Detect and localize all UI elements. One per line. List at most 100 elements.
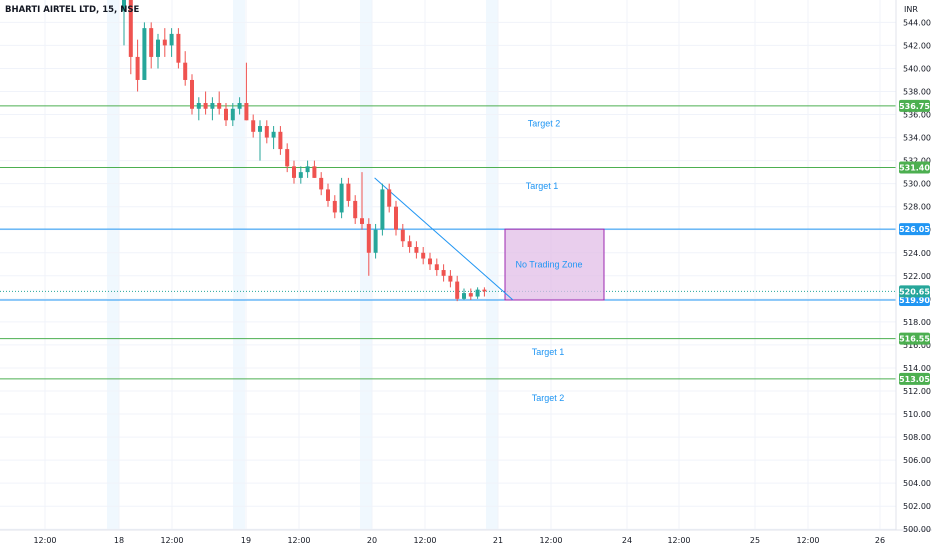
candle-body[interactable] — [298, 172, 303, 178]
candle-body[interactable] — [482, 289, 487, 292]
candle-body[interactable] — [244, 103, 249, 121]
annotation-label: Target 2 — [528, 119, 561, 129]
candle-body[interactable] — [312, 166, 317, 178]
price-tick-label: 540.00 — [903, 64, 931, 73]
price-tick-label: 500.00 — [903, 525, 931, 534]
candle-body[interactable] — [448, 275, 453, 282]
candles — [122, 0, 487, 302]
candle-body[interactable] — [176, 33, 181, 63]
candle-body[interactable] — [428, 258, 432, 265]
time-tick-label: 18 — [114, 536, 124, 545]
candle-body[interactable] — [380, 189, 385, 230]
price-tick-label: 534.00 — [903, 134, 931, 143]
candle-body[interactable] — [360, 218, 364, 224]
candle-body[interactable] — [230, 108, 235, 121]
candle-body[interactable] — [462, 293, 466, 299]
candle-body[interactable] — [285, 149, 290, 167]
candle-body[interactable] — [135, 56, 140, 80]
candle-body[interactable] — [400, 229, 405, 242]
no-trading-zone-box[interactable] — [504, 228, 605, 301]
candle-body[interactable] — [190, 79, 194, 109]
candle-body[interactable] — [407, 241, 412, 248]
candle-body[interactable] — [224, 108, 228, 121]
candle-body[interactable] — [162, 39, 167, 46]
candle-body[interactable] — [264, 126, 269, 138]
candle-body[interactable] — [196, 103, 201, 109]
candle-body[interactable] — [434, 264, 439, 271]
trend-line[interactable] — [374, 177, 514, 301]
horizontal-levels — [0, 105, 896, 380]
time-tick-label: 26 — [875, 536, 885, 545]
price-badge-label: 531.40 — [899, 164, 930, 173]
price-badge — [899, 223, 930, 236]
candle-body[interactable] — [251, 120, 256, 132]
candle-body[interactable] — [169, 33, 174, 46]
price-tick-label: 542.00 — [903, 41, 931, 50]
price-tick-label: 522.00 — [903, 272, 931, 281]
candle-body[interactable] — [339, 183, 344, 213]
time-tick-label: 21 — [493, 536, 503, 545]
candle-body[interactable] — [414, 247, 419, 253]
annotation-label: Target 1 — [526, 181, 559, 191]
price-badge — [899, 285, 930, 298]
candle-body[interactable] — [271, 131, 276, 138]
candle-body[interactable] — [441, 270, 446, 276]
candle-body[interactable] — [183, 62, 188, 80]
price-tick-label: 532.00 — [903, 157, 931, 166]
price-tick-label: 506.00 — [903, 456, 931, 465]
price-badge — [899, 332, 930, 345]
candle-body[interactable] — [203, 103, 208, 109]
annotation-label: Target 2 — [532, 393, 565, 403]
candle-body[interactable] — [366, 223, 371, 253]
candle-body[interactable] — [326, 189, 330, 201]
candle-body[interactable] — [475, 289, 480, 297]
price-tick-label: 502.00 — [903, 502, 931, 511]
price-badge-label: 526.05 — [899, 225, 930, 234]
candle-body[interactable] — [353, 200, 358, 219]
candle-body[interactable] — [122, 0, 126, 11]
time-tick-label: 24 — [622, 536, 632, 545]
symbol-title: BHARTI AIRTEL LTD, 15, NSE — [5, 5, 140, 15]
candle-body[interactable] — [455, 281, 460, 299]
price-tick-label: 538.00 — [903, 87, 931, 96]
candle-body[interactable] — [394, 206, 398, 230]
session-band — [486, 0, 498, 530]
currency-label: INR — [904, 5, 918, 14]
candle-body[interactable] — [332, 200, 337, 213]
price-badge — [899, 161, 930, 174]
candle-body[interactable] — [217, 103, 222, 109]
price-badges: 536.75 531.40 526.05 519.90 516.55 513.05 520.… — [899, 99, 930, 385]
candle-body[interactable] — [421, 252, 426, 259]
time-tick-label: 12:00 — [287, 536, 310, 545]
session-band — [107, 0, 119, 530]
annotation-label: Target 1 — [532, 347, 565, 357]
candle-body[interactable] — [468, 293, 473, 297]
price-tick-label: 530.00 — [903, 180, 931, 189]
candle-body[interactable] — [387, 189, 392, 207]
price-badge-label: 536.75 — [899, 102, 930, 111]
candle-body[interactable] — [237, 103, 242, 109]
candle-body[interactable] — [258, 126, 262, 132]
price-tick-label: 516.00 — [903, 341, 931, 350]
candle-body[interactable] — [156, 39, 160, 57]
price-tick-label: 510.00 — [903, 410, 931, 419]
time-axis: 12:00 18 12:00 19 12:00 20 12:00 21 12:00 24 12:00… — [33, 536, 885, 545]
price-tick-label: 512.00 — [903, 387, 931, 396]
annotation-label: No Trading Zone — [515, 259, 582, 269]
price-tick-label: 504.00 — [903, 479, 931, 488]
candle-body[interactable] — [319, 177, 324, 190]
candle-body[interactable] — [292, 166, 296, 178]
session-bands — [107, 0, 498, 530]
candle-body[interactable] — [346, 183, 351, 201]
candle-body[interactable] — [128, 0, 133, 57]
price-badge — [899, 99, 930, 112]
candle-body[interactable] — [210, 103, 215, 109]
time-tick-label: 12:00 — [33, 536, 56, 545]
candle-body[interactable] — [142, 28, 147, 80]
price-tick-label: 536.00 — [903, 111, 931, 120]
candle-body[interactable] — [373, 229, 378, 253]
candle-body[interactable] — [305, 166, 310, 173]
candle-body[interactable] — [149, 28, 154, 57]
candle-body[interactable] — [278, 131, 283, 150]
